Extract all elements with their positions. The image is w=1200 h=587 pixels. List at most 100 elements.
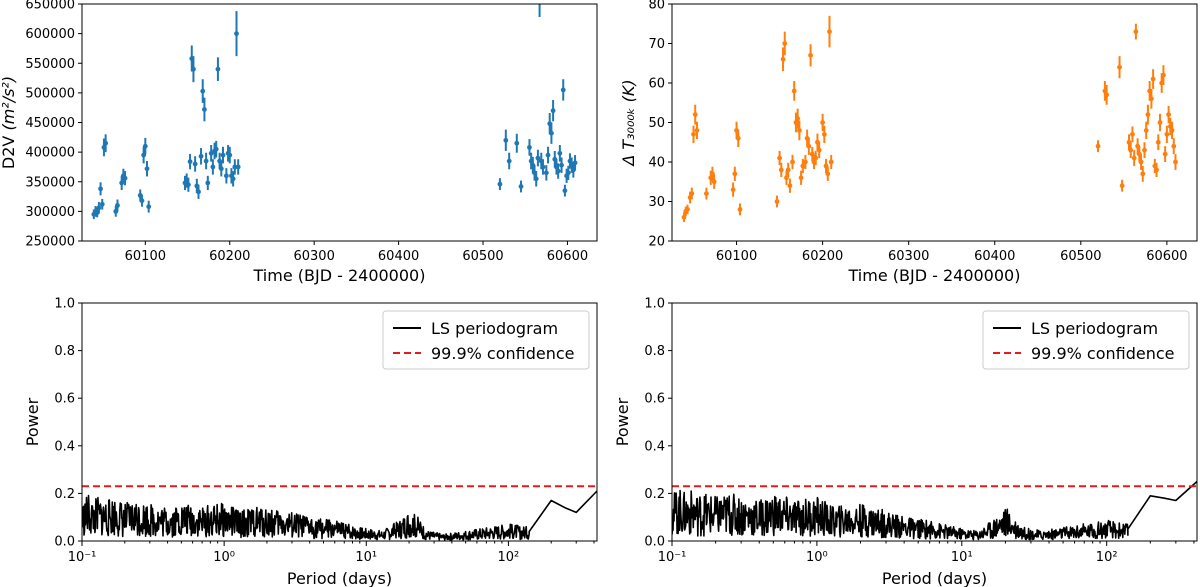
data-point [798,175,804,181]
y-tick-label: 0.6 [644,392,665,407]
y-axis-label: Power [613,397,632,446]
data-point [796,127,802,133]
axes-frame [671,302,1198,542]
data-point [514,140,520,146]
data-point [803,159,808,165]
data-point [562,188,568,194]
data-point [787,183,793,189]
data-point [795,116,801,121]
panel-temperature-periodogram: 0.0 0.2 0.4 0.6 0.8 1.0 10⁻¹ 10⁰ 10¹ 10² Period (d… [613,297,1198,587]
data-point [1157,120,1163,125]
data-point [192,161,198,167]
y-tick-label: 500000 [25,86,75,101]
data-point [730,187,736,193]
y-axis-label: Power [23,397,42,446]
data-point [565,170,571,176]
data-point [790,159,795,165]
panel-d2v-timeseries: 60100 60200 60300 60400 60500 60600 250000 3000… [0,0,598,285]
data-point [1164,131,1170,137]
legend-label-periodogram: LS periodogram [431,319,558,338]
data-point [1169,127,1175,133]
data-point [537,0,542,2]
data-point [827,29,832,35]
data-point [785,167,791,173]
data-point [1104,92,1110,98]
y-tick-label: 70 [648,37,665,52]
panel-temperature-timeseries: 60100 60200 60300 60400 60500 60600 20 30 40 50 60… [619,0,1198,285]
x-tick-label: 10⁰ [806,550,828,565]
y-tick-label: 0.0 [644,535,665,550]
x-axis-label: Period (days) [287,569,392,587]
data-point [503,137,509,143]
data-point [98,186,103,192]
data-point [711,179,717,185]
data-point [139,198,145,204]
data-point [527,144,532,150]
data-point [213,146,219,152]
data-points [681,15,1178,223]
data-point [543,170,549,176]
legend-label-confidence: 99.9% confidence [431,344,575,363]
data-point [694,127,700,133]
data-point [685,207,690,212]
x-tick-label: 60500 [1060,249,1101,264]
plot-area [672,480,1197,541]
data-point [103,140,109,146]
x-tick-label: 60400 [974,249,1015,264]
legend-box [982,310,1190,370]
data-point [1148,96,1154,102]
data-point [557,150,563,156]
y-tick-label: 0.4 [644,439,665,454]
x-tick-label: 60300 [888,249,929,264]
y-tick-label: 1.0 [54,297,75,312]
data-point [1119,183,1125,189]
legend-box [382,310,590,370]
data-point [146,204,152,210]
data-point [518,184,524,189]
data-point [540,164,546,170]
data-point [234,31,239,37]
x-tick-label: 60400 [378,249,419,264]
data-point [1161,72,1166,78]
data-point [559,162,564,168]
data-point [1155,139,1161,145]
x-tick-label: 10² [1096,550,1118,565]
data-point [1145,112,1151,117]
x-tick-label: 60100 [716,249,757,264]
data-point [210,164,216,170]
data-point [220,152,226,158]
y-tick-label: 0.8 [54,344,75,359]
x-tick-label: 60500 [462,249,503,264]
data-point [774,199,780,204]
y-tick-label: 450000 [25,116,75,131]
y-tick-label: 30 [648,195,665,210]
data-point [535,155,541,161]
data-point [187,159,193,165]
data-point [545,152,551,158]
data-point [203,158,209,164]
data-point [232,164,238,170]
y-tick-label: 20 [648,235,665,250]
panel-d2v-periodogram: 0.0 0.2 0.4 0.6 0.8 1.0 10⁻¹ 10⁰ 10¹ 10² Period (d… [23,297,598,587]
axes-frame [671,3,1198,242]
y-tick-label: 50 [648,116,665,131]
data-point [144,166,150,172]
x-tick-label: 60200 [209,249,250,264]
x-tick-label: 10⁰ [213,550,235,565]
data-point [780,56,786,62]
x-axis-label: Time (BJD - 2400000) [848,266,1021,285]
data-point [1142,147,1147,153]
y-tick-label: 80 [648,0,665,13]
y-axis-label-units: (m²/s²) [0,76,18,131]
data-point [1143,127,1149,133]
y-tick-label: 40 [648,156,665,171]
y-tick-label: 60 [648,77,665,92]
data-point [689,191,695,197]
data-point [791,88,797,94]
data-point [1095,143,1101,149]
data-point [227,152,233,158]
data-point [506,158,512,164]
data-point [828,159,834,165]
periodogram-line [672,480,1197,541]
